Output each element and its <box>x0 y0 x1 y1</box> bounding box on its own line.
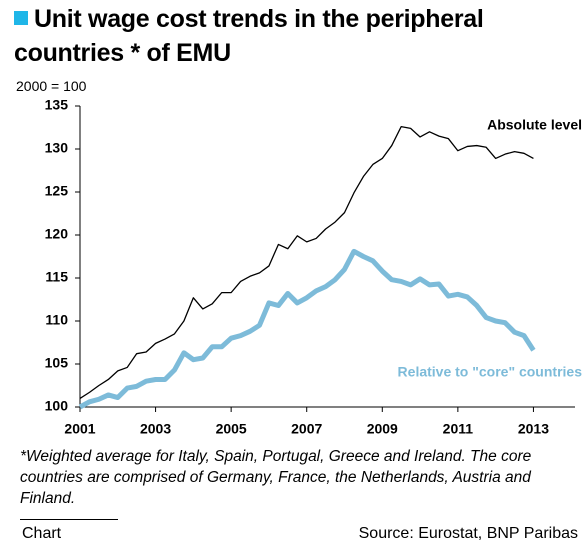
rule <box>20 519 118 520</box>
footer-label: Chart <box>22 525 62 542</box>
series-line <box>79 125 534 399</box>
y-tick-label: 120 <box>45 226 69 242</box>
x-tick-label: 2005 <box>216 421 247 437</box>
footnote: *Weighted average for Italy, Spain, Port… <box>20 448 532 507</box>
x-tick-label: 2007 <box>291 421 322 437</box>
chart: 100 105 110 115 120 125 130 135 2001 2003 2005 2007… <box>45 97 583 437</box>
y-tick-label: 100 <box>45 398 69 414</box>
y-tick-label: 135 <box>45 97 69 113</box>
series-label: Relative to "core" countries <box>398 364 583 380</box>
x-tick-label: 2003 <box>140 421 171 437</box>
source: Source: Eurostat, BNP Paribas <box>358 525 578 542</box>
y-tick-label: 110 <box>45 312 68 328</box>
x-tick-label: 2001 <box>64 421 95 437</box>
subtitle: 2000 = 100 <box>16 78 87 94</box>
x-tick-label: 2013 <box>518 421 549 437</box>
y-tick-label: 115 <box>45 269 68 285</box>
series-label: Absolute level <box>487 117 582 133</box>
y-tick-label: 130 <box>45 140 69 156</box>
y-tick-label: 125 <box>45 183 69 199</box>
y-tick-label: 105 <box>45 355 69 371</box>
series-line <box>78 248 536 410</box>
chart-title: Unit wage cost trends in the peripheral … <box>14 2 574 70</box>
x-tick-label: 2011 <box>443 421 474 437</box>
x-tick-label: 2009 <box>367 421 398 437</box>
